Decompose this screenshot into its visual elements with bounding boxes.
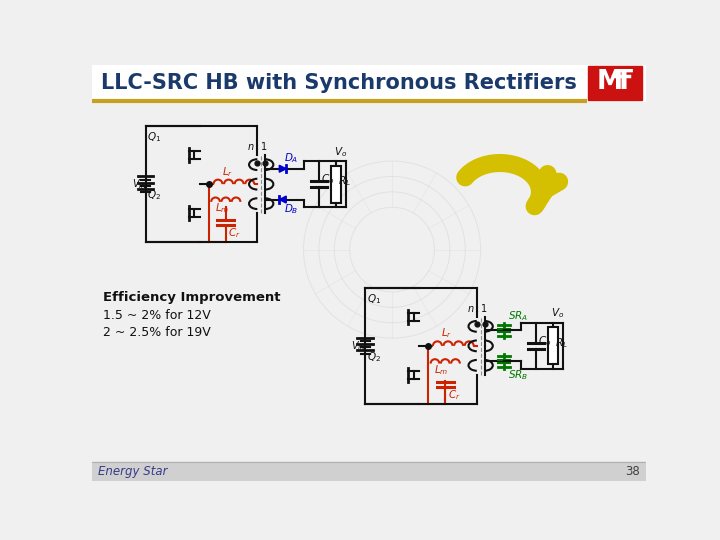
- Bar: [92, 462, 647, 481]
- Text: $V_o$: $V_o$: [552, 307, 564, 320]
- Text: $SR_A$: $SR_A$: [508, 309, 528, 323]
- Text: M: M: [597, 69, 623, 94]
- Text: $L_r$: $L_r$: [222, 165, 233, 179]
- Text: T: T: [615, 69, 633, 94]
- Text: $L_m$: $L_m$: [215, 201, 230, 215]
- Text: $R_L$: $R_L$: [338, 174, 351, 188]
- Text: $D_B$: $D_B$: [284, 202, 299, 215]
- Polygon shape: [279, 165, 287, 172]
- Bar: [548, 327, 559, 365]
- Text: $SR_B$: $SR_B$: [508, 368, 528, 382]
- Text: $L_r$: $L_r$: [441, 327, 452, 340]
- Text: 2 ~ 2.5% for 19V: 2 ~ 2.5% for 19V: [102, 326, 210, 339]
- Text: 1.5 ~ 2% for 12V: 1.5 ~ 2% for 12V: [102, 309, 210, 322]
- Text: Efficiency Improvement: Efficiency Improvement: [102, 291, 280, 304]
- Text: $V_{IN}$: $V_{IN}$: [351, 339, 367, 353]
- Text: $n:1$: $n:1$: [467, 302, 487, 314]
- Text: Energy Star: Energy Star: [98, 465, 168, 478]
- Text: $C_r$: $C_r$: [228, 226, 240, 240]
- Bar: [92, 65, 647, 101]
- Text: 38: 38: [625, 465, 640, 478]
- Text: $V_o$: $V_o$: [334, 145, 348, 159]
- Text: $Q_1$: $Q_1$: [148, 130, 161, 144]
- Polygon shape: [279, 196, 287, 203]
- Text: $Q_1$: $Q_1$: [366, 292, 381, 306]
- Bar: [330, 166, 341, 202]
- Text: $C_r$: $C_r$: [448, 388, 460, 402]
- Text: $C_o$: $C_o$: [539, 334, 552, 348]
- Text: $D_A$: $D_A$: [284, 151, 299, 165]
- Text: $n:1$: $n:1$: [248, 140, 268, 152]
- Text: $V_{IN}$: $V_{IN}$: [132, 177, 148, 191]
- Text: $Q_2$: $Q_2$: [148, 188, 161, 202]
- Text: $Q_2$: $Q_2$: [366, 350, 381, 363]
- Text: LLC-SRC HB with Synchronous Rectifiers: LLC-SRC HB with Synchronous Rectifiers: [101, 73, 577, 93]
- Text: $C_o$: $C_o$: [321, 173, 335, 186]
- Text: $L_m$: $L_m$: [434, 363, 449, 376]
- Text: $R_L$: $R_L$: [555, 336, 568, 350]
- Bar: [588, 66, 642, 100]
